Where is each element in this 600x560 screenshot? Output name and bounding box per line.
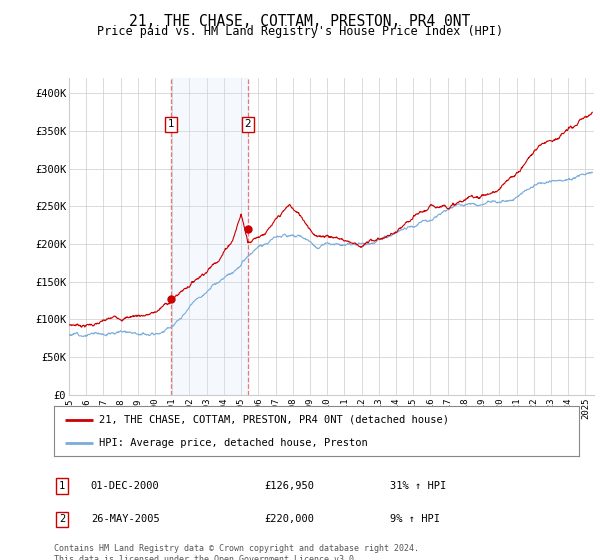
Text: £220,000: £220,000 <box>264 514 314 524</box>
Text: Price paid vs. HM Land Registry's House Price Index (HPI): Price paid vs. HM Land Registry's House … <box>97 25 503 38</box>
Text: £126,950: £126,950 <box>264 481 314 491</box>
Text: 2: 2 <box>59 514 65 524</box>
Text: 2: 2 <box>244 119 251 129</box>
Text: 01-DEC-2000: 01-DEC-2000 <box>91 481 160 491</box>
Text: 1: 1 <box>167 119 174 129</box>
Text: 31% ↑ HPI: 31% ↑ HPI <box>390 481 446 491</box>
Text: 1: 1 <box>59 481 65 491</box>
Text: 21, THE CHASE, COTTAM, PRESTON, PR4 0NT: 21, THE CHASE, COTTAM, PRESTON, PR4 0NT <box>130 14 470 29</box>
Bar <box>171 78 248 395</box>
Text: 9% ↑ HPI: 9% ↑ HPI <box>390 514 440 524</box>
Text: HPI: Average price, detached house, Preston: HPI: Average price, detached house, Pres… <box>98 438 367 448</box>
Text: 21, THE CHASE, COTTAM, PRESTON, PR4 0NT (detached house): 21, THE CHASE, COTTAM, PRESTON, PR4 0NT … <box>98 414 449 424</box>
Text: 26-MAY-2005: 26-MAY-2005 <box>91 514 160 524</box>
Text: Contains HM Land Registry data © Crown copyright and database right 2024.
This d: Contains HM Land Registry data © Crown c… <box>54 544 419 560</box>
